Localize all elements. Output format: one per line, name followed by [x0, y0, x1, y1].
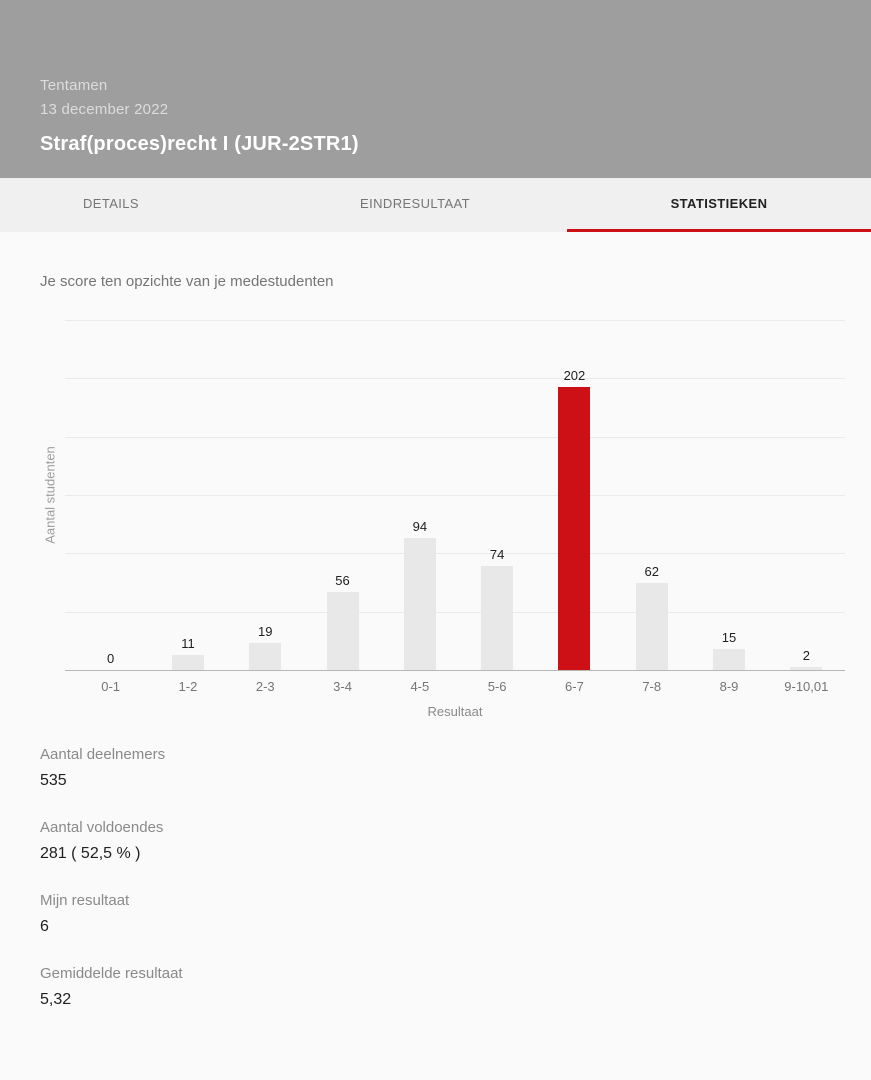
bar-3-4[interactable] — [326, 592, 359, 670]
x-tick-label: 3-4 — [333, 679, 352, 694]
bar-value-label: 11 — [181, 636, 195, 651]
bar-column-2-3: 19 — [227, 320, 304, 670]
stat-label: Gemiddelde resultaat — [40, 965, 183, 982]
bar-value-label: 62 — [644, 564, 659, 579]
y-axis-title: Aantal studenten — [42, 446, 58, 544]
gridline — [65, 495, 845, 496]
bar-column-0-1: 0 — [72, 320, 149, 670]
x-tick-label: 8-9 — [719, 679, 739, 694]
bar-value-label: 2 — [802, 648, 810, 663]
bar-column-4-5: 94 — [381, 320, 458, 670]
bar-column-8-9: 15 — [690, 320, 767, 670]
bar-column-3-4: 56 — [304, 320, 381, 670]
bar-column-5-6: 74 — [458, 320, 535, 670]
bar-5-6[interactable] — [481, 566, 514, 670]
bar-4-5[interactable] — [403, 538, 436, 670]
gridline — [65, 320, 845, 321]
gridline — [65, 436, 845, 438]
exam-date: 13 december 2022 — [40, 101, 169, 118]
bar-column-9-10,01: 2 — [768, 320, 845, 670]
bar-value-label: 56 — [335, 573, 350, 588]
statistics-summary: Aantal deelnemers 535 Aantal voldoendes 281… — [40, 745, 183, 1037]
bars-container: 0 11 19 56 94 74 202 62 15 2 — [72, 320, 845, 670]
stat-value: 535 — [40, 772, 67, 789]
x-tick-label: 7-8 — [642, 679, 662, 694]
tab-row: DETAILS EINDRESULTAAT STATISTIEKEN — [0, 178, 871, 232]
chart-title: Je score ten opzichte van je medestudent… — [40, 273, 334, 290]
tab-details[interactable]: DETAILS — [82, 196, 140, 211]
x-tick-label: 4-5 — [410, 679, 430, 694]
stat-value: 5,32 — [40, 991, 72, 1008]
x-tick-label: 1-2 — [178, 679, 198, 694]
bar-column-6-7: 202 — [536, 320, 613, 670]
stat-value: 6 — [40, 918, 49, 935]
x-axis-baseline — [65, 670, 845, 671]
bar-value-label: 94 — [412, 519, 428, 534]
stat-label: Aantal deelnemers — [40, 746, 166, 763]
bar-value-label: 19 — [258, 624, 273, 639]
bar-value-label: 15 — [721, 630, 737, 645]
gridline — [65, 553, 845, 555]
x-axis-tick-labels: 0-1 1-2 2-3 3-4 4-5 5-6 6-7 7-8 8-9 9-10,01 — [72, 679, 845, 694]
tab-statistieken[interactable]: STATISTIEKEN — [567, 178, 871, 232]
tab-bar: DETAILS EINDRESULTAAT STATISTIEKEN — [0, 178, 871, 232]
bar-9-10,01[interactable] — [790, 667, 823, 670]
bar-1-2[interactable] — [171, 655, 204, 670]
x-axis-title: Resultaat — [427, 704, 483, 719]
x-tick-label: 6-7 — [565, 679, 584, 694]
gridline — [65, 611, 845, 613]
bar-2-3[interactable] — [249, 643, 282, 670]
stat-group: Aantal deelnemers 535 — [40, 745, 183, 793]
bar-column-7-8: 62 — [613, 320, 690, 670]
x-tick-label: 5-6 — [487, 679, 507, 694]
x-tick-label: 2-3 — [255, 679, 275, 694]
stat-label: Aantal voldoendes — [40, 819, 164, 836]
bar-chart-plot-area: 0 11 19 56 94 74 202 62 15 2 — [65, 320, 845, 671]
x-tick-label: 9-10,01 — [784, 679, 829, 694]
tab-eindresultaat[interactable]: EINDRESULTAAT — [360, 196, 470, 211]
bar-value-label: 202 — [563, 368, 586, 383]
bar-column-1-2: 11 — [149, 320, 226, 670]
x-tick-label: 0-1 — [101, 679, 121, 694]
stat-group: Gemiddelde resultaat 5,32 — [40, 964, 183, 1012]
bar-value-label: 74 — [489, 547, 505, 562]
stat-value: 281 ( 52,5 % ) — [40, 845, 141, 862]
stat-label: Mijn resultaat — [40, 892, 130, 909]
bar-value-label: 0 — [107, 651, 115, 666]
gridline — [65, 378, 845, 380]
bar-8-9[interactable] — [713, 649, 746, 670]
my-score-bar-6-7[interactable] — [558, 387, 591, 670]
stat-group: Mijn resultaat 6 — [40, 891, 183, 939]
exam-header: Tentamen 13 december 2022 Straf(proces)r… — [0, 0, 871, 178]
exam-title: Straf(proces)recht I (JUR-2STR1) — [40, 133, 359, 155]
exam-type-label: Tentamen — [40, 77, 108, 94]
bar-7-8[interactable] — [635, 583, 668, 670]
stat-group: Aantal voldoendes 281 ( 52,5 % ) — [40, 818, 183, 866]
